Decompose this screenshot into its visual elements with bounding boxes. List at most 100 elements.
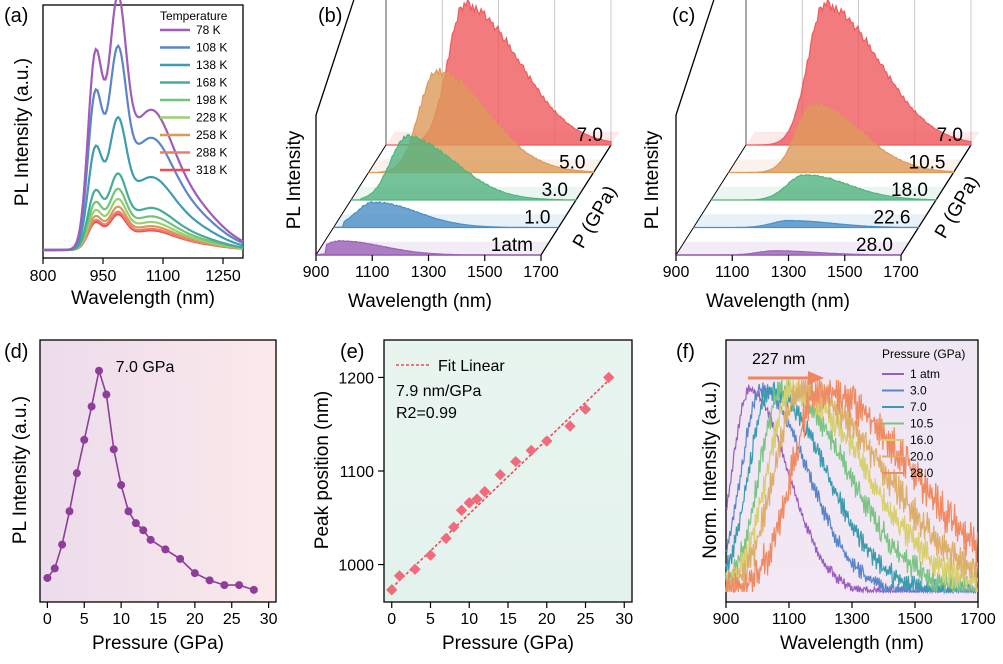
legend-entry: 108 K: [196, 41, 227, 55]
data-point: [95, 366, 103, 375]
x-tick-label: 1100: [146, 268, 181, 285]
panel-d-xticks: 0 5 10 15 20 25 30: [43, 602, 278, 628]
x-tick-label: 25: [223, 611, 241, 628]
x-tick-label: 30: [615, 611, 633, 628]
x-tick-label: 20: [186, 611, 204, 628]
panel-f-annotation: 227 nm: [752, 351, 805, 368]
panel-e-ylabel: Peak position (nm): [312, 391, 333, 549]
data-point: [109, 445, 118, 454]
panel-a-ylabel: PL Intensity (a.u.): [12, 58, 33, 206]
panel-c-zlabel: P (GPa): [931, 172, 983, 242]
series-band: [676, 241, 910, 255]
panel-a-label: (a): [4, 5, 28, 27]
data-point: [43, 573, 52, 582]
panel-d-xlabel: Pressure (GPa): [92, 633, 224, 654]
spectrum-20.0: [725, 379, 978, 593]
data-point: [72, 469, 81, 478]
series-area: [693, 219, 920, 229]
series-area: [333, 200, 559, 229]
x-tick-label: 900: [303, 264, 330, 281]
x-tick-label: 1300: [771, 264, 807, 281]
panel-b-xlabel: Wavelength (nm): [348, 291, 492, 312]
legend-entry: 228 K: [196, 111, 227, 125]
x-tick-label: 950: [90, 268, 117, 285]
temp-curve-78-K: [43, 0, 244, 252]
panel-e-yticks: 1000 1100 1200: [338, 370, 384, 575]
slope-label: 7.9 nm/GPa: [396, 383, 481, 400]
series-label: 18.0: [891, 180, 928, 201]
legend-entry: 258 K: [196, 128, 227, 142]
data-point: [424, 549, 437, 561]
x-tick-label: 5: [426, 611, 435, 628]
series-area: [711, 174, 937, 201]
series-area: [350, 133, 577, 201]
legend-entry: 288 K: [196, 146, 227, 160]
data-point: [541, 435, 553, 447]
x-tick-label: 1700: [883, 264, 919, 281]
spectrum-16.0: [725, 379, 978, 593]
panel-a-legend: Temperature 78 K 108 K 138 K 168 K 198 K 228 …: [160, 9, 228, 177]
data-point: [124, 507, 133, 516]
series-area: [315, 239, 541, 256]
x-tick-label: 800: [30, 268, 57, 285]
y-tick-label: 1200: [338, 370, 374, 387]
series-label: 5.0: [559, 153, 585, 174]
legend-entry: 16.0: [910, 433, 934, 447]
x-tick-label: 1700: [960, 611, 996, 628]
legend-entry: 168 K: [196, 76, 227, 90]
x-tick-label: 1300: [411, 264, 447, 281]
y-axis-depth: [315, 0, 355, 116]
x-tick-label: 0: [387, 611, 396, 628]
panel-a: (a) Temperature 78 K 108 K 138 K 168 K 198 K…: [4, 0, 244, 309]
data-point: [131, 519, 140, 528]
panel-a-curves: [43, 0, 244, 252]
panel-b-label: (b): [318, 5, 342, 27]
data-point: [235, 581, 244, 590]
x-tick-label: 15: [499, 611, 517, 628]
x-tick-label: 10: [112, 611, 130, 628]
data-point: [176, 554, 185, 563]
x-tick-label: 1100: [772, 611, 807, 628]
series-label: 1atm: [491, 235, 533, 256]
panel-c-curves: 7.0 10.5 18.0 22.6 28.0: [676, 0, 980, 256]
series-label: 7.0: [937, 125, 963, 146]
panel-b: (b) 7.0 5.0 3.0 1.0 1atm 900 1100 1300 1500 1700…: [284, 0, 621, 312]
panel-a-frame: [42, 4, 244, 259]
panel-e-xlabel: Pressure (GPa): [442, 633, 574, 654]
spectrum-28.0: [725, 379, 978, 593]
data-point: [50, 564, 59, 573]
data-point: [494, 469, 506, 481]
series-label: 28.0: [856, 235, 893, 256]
panel-e-frame: [383, 339, 633, 603]
data-point: [471, 493, 483, 505]
data-point: [146, 535, 155, 544]
series-label: 1.0: [524, 208, 550, 229]
data-point: [205, 576, 214, 585]
x-tick-label: 20: [538, 611, 556, 628]
spectrum-10.5: [725, 379, 978, 593]
data-point: [117, 481, 126, 490]
x-tick-label: 1500: [827, 264, 863, 281]
panel-c-xticks: 900 1100 1300 1500 1700: [663, 255, 919, 281]
data-point: [80, 435, 89, 444]
x-tick-label: 5: [80, 611, 89, 628]
panel-f-xlabel: Wavelength (nm): [780, 633, 924, 654]
panel-f: (f) 227 nm Pressure (GPa) 1 atm 3.0 7.0 10.…: [676, 339, 996, 654]
legend-entry: 20.0: [910, 450, 934, 464]
data-point: [102, 390, 111, 399]
panel-e-legend: Fit Linear 7.9 nm/GPa R2=0.99: [396, 358, 505, 422]
data-point: [409, 563, 421, 575]
legend-title: Temperature: [160, 9, 228, 23]
data-point: [393, 570, 406, 582]
panel-c-ylabel: PL Intensity: [642, 130, 663, 229]
data-point: [87, 402, 96, 411]
legend-entry: 7.0: [910, 400, 927, 414]
x-tick-label: 30: [260, 611, 278, 628]
data-point: [448, 521, 460, 533]
panel-b-ylabel: PL Intensity: [284, 130, 305, 229]
series-label: 10.5: [909, 153, 946, 174]
legend-entry: 78 K: [196, 23, 221, 37]
legend-entry: 198 K: [196, 93, 227, 107]
temp-curve-168-K: [43, 172, 244, 252]
panel-f-ylabel: Norm. Intensity (a.u.): [700, 381, 721, 558]
